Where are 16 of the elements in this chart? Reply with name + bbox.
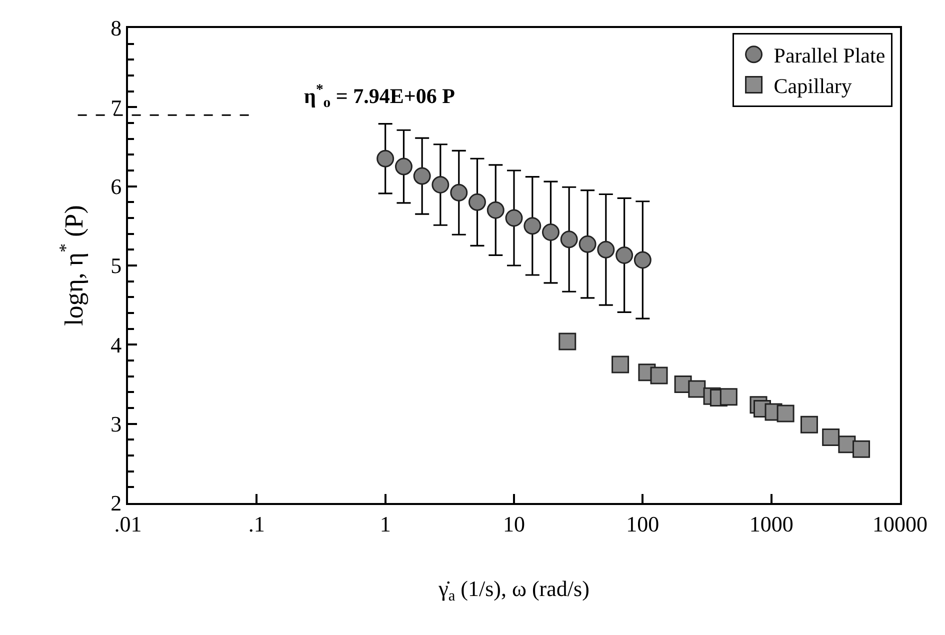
x-tick-label: 10: [503, 511, 525, 536]
x-tick-label: .1: [248, 511, 265, 536]
x-tick-label: 100: [626, 511, 660, 536]
annotation: η$^{*}$$_{o}$ = 7.94E+06 P: [304, 82, 456, 112]
y-tick-label: 3: [110, 412, 122, 437]
legend-label: Capillary: [774, 74, 852, 98]
y-tick-label: 5: [110, 253, 122, 278]
legend-label: Parallel Plate: [774, 44, 886, 68]
y-tick-label: 6: [110, 174, 122, 200]
x-tick-label: 1000: [749, 511, 794, 536]
y-tick-label: 4: [110, 332, 122, 358]
x-axis-title: γ̇$_{a}$ (1/s), ω (rad/s): [438, 576, 590, 604]
y-tick-label: 8: [110, 16, 122, 41]
x-tick-label: 10000: [872, 511, 928, 536]
x-tick-label: 1: [380, 511, 391, 536]
y-tick-label: 7: [110, 94, 122, 120]
